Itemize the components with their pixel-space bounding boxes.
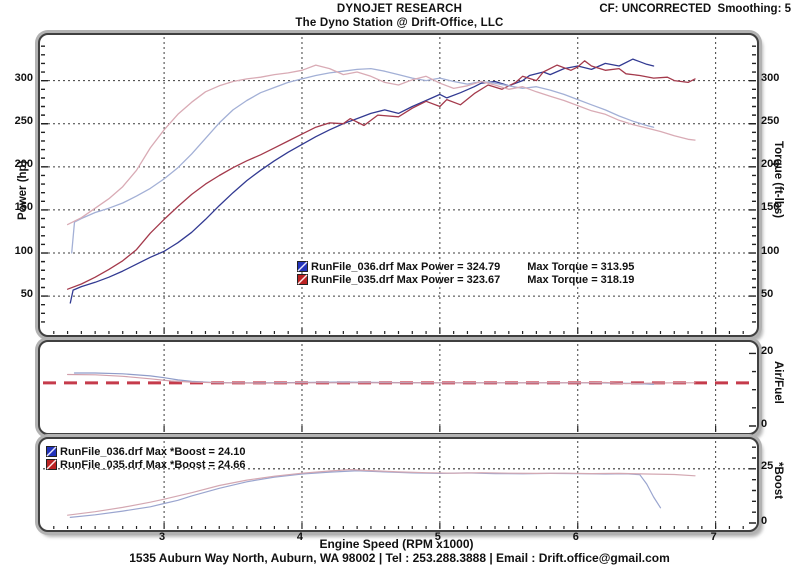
legend-torque-035: Max Torque = 318.19 [527, 273, 635, 286]
boost-legend-row-035: RunFile_035.drf Max *Boost = 24.66 [46, 458, 246, 471]
air-fuel-chart-panel [38, 340, 759, 435]
tick-label: 5 [434, 531, 441, 543]
run-file-036-icon [46, 446, 57, 457]
tick-label: 25 [761, 460, 774, 473]
tick-label: 150 [761, 201, 780, 214]
tick-label: 300 [14, 72, 33, 85]
air-fuel-chart [43, 344, 756, 432]
tick-label: 300 [761, 72, 780, 85]
tick-label: 7 [710, 531, 717, 543]
page-title: DYNOJET RESEARCH [336, 3, 463, 15]
tick-label: 250 [14, 115, 33, 128]
tick-label: 100 [761, 244, 780, 257]
boost-chart [40, 441, 757, 529]
tick-label: 20 [761, 344, 774, 357]
run-file-036-icon [297, 261, 308, 272]
legend-power-035: RunFile_035.drf Max Power = 323.67 [311, 273, 501, 286]
footer-contact-info: 1535 Auburn Way North, Auburn, WA 98002 … [129, 551, 670, 565]
tick-label: 3 [159, 531, 166, 543]
tick-label: 200 [14, 158, 33, 171]
legend-boost-035: RunFile_035.drf Max *Boost = 24.66 [60, 458, 246, 471]
tick-label: 250 [761, 115, 780, 128]
power-torque-chart-panel [38, 33, 759, 337]
power-torque-legend: RunFile_036.drf Max Power = 324.79 Max T… [297, 260, 634, 286]
legend-power-036: RunFile_036.drf Max Power = 324.79 [311, 260, 501, 273]
page-subtitle: The Dyno Station @ Drift-Office, LLC [295, 17, 504, 29]
correction-smoothing-info: CF: UNCORRECTED Smoothing: 5 [599, 3, 791, 15]
tick-label: 50 [20, 287, 33, 300]
boost-legend-row-036: RunFile_036.drf Max *Boost = 24.10 [46, 445, 246, 458]
legend-row-runfile-036: RunFile_036.drf Max Power = 324.79 Max T… [297, 260, 634, 273]
run-file-035-icon [46, 459, 57, 470]
tick-label: 4 [296, 531, 304, 543]
tick-label: 100 [14, 244, 33, 257]
boost-chart-panel [38, 437, 759, 532]
tick-label: 150 [14, 201, 33, 214]
tick-label: 50 [761, 287, 774, 300]
legend-torque-036: Max Torque = 313.95 [527, 260, 635, 273]
x-axis-label: Engine Speed (RPM x1000) [319, 537, 474, 551]
boost-legend: RunFile_036.drf Max *Boost = 24.10 RunFi… [46, 445, 246, 471]
tick-label: 200 [761, 158, 780, 171]
air-fuel-axis-label: Air/Fuel [772, 361, 784, 404]
tick-label: 0 [761, 417, 768, 430]
tick-label: 0 [761, 514, 768, 527]
power-torque-chart [40, 37, 757, 334]
tick-label: 6 [572, 531, 579, 543]
legend-row-runfile-035: RunFile_035.drf Max Power = 323.67 Max T… [297, 273, 634, 286]
run-file-035-icon [297, 274, 308, 285]
legend-boost-036: RunFile_036.drf Max *Boost = 24.10 [60, 445, 246, 458]
